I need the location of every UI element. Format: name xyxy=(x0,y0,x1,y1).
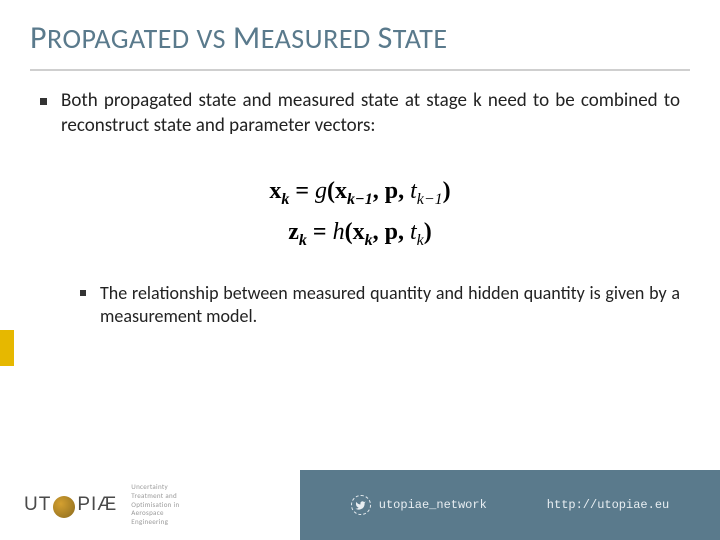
title-cap-s: S xyxy=(378,18,393,57)
bullet-icon xyxy=(80,290,86,296)
content-area: Both propagated state and measured state… xyxy=(0,71,720,329)
title-seg-5: TATE xyxy=(393,21,448,56)
bullet-main: Both propagated state and measured state… xyxy=(40,89,680,138)
bullet-icon xyxy=(40,98,47,105)
footer: UT PIÆ Uncertainty Treatment and Optimis… xyxy=(0,470,720,540)
title-seg-3: EASURED xyxy=(261,21,378,56)
title-cap-m: M xyxy=(233,18,261,57)
title-cap-p: P xyxy=(30,18,47,57)
slide-title: PROPAGATED VS MEASURED STATE xyxy=(30,18,690,57)
bullet-sub-text: The relationship between measured quanti… xyxy=(100,282,680,329)
equation-2: zk = h(xk, p, tk) xyxy=(40,219,680,250)
bullet-sub: The relationship between measured quanti… xyxy=(40,282,680,329)
footer-url: http://utopiae.eu xyxy=(547,498,669,512)
equation-1: xk = g(xk−1, p, tk−1) xyxy=(40,178,680,209)
title-bar: PROPAGATED VS MEASURED STATE xyxy=(0,0,720,65)
logo-tagline: Uncertainty Treatment and Optimisation i… xyxy=(131,483,179,527)
logo-text-pre: UT xyxy=(24,494,51,516)
title-seg-1: ROPAGATED VS xyxy=(47,21,233,56)
twitter-block: utopiae_network xyxy=(351,495,487,515)
twitter-icon xyxy=(351,495,371,515)
footer-info-bar: utopiae_network http://utopiae.eu xyxy=(300,470,720,540)
tagline-line: Engineering xyxy=(131,518,179,527)
footer-logo-area: UT PIÆ Uncertainty Treatment and Optimis… xyxy=(0,470,300,540)
logo-text-post: PIÆ xyxy=(77,494,117,516)
logo: UT PIÆ xyxy=(24,494,117,516)
bullet-main-text: Both propagated state and measured state… xyxy=(61,89,680,138)
left-accent-bar xyxy=(0,330,14,366)
equations-block: xk = g(xk−1, p, tk−1) zk = h(xk, p, tk) xyxy=(40,156,680,278)
logo-globe-icon xyxy=(53,496,75,518)
twitter-handle: utopiae_network xyxy=(379,498,487,512)
